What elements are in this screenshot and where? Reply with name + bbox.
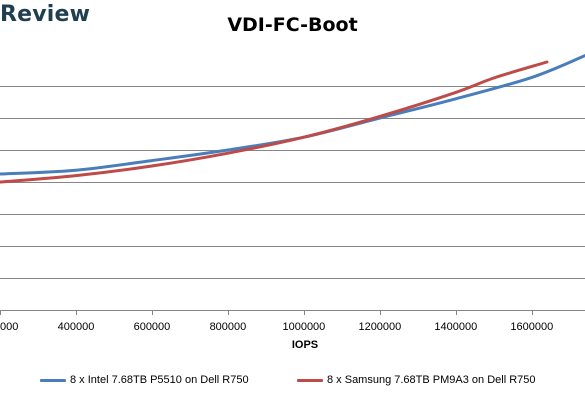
legend-item-intel: 8 x Intel 7.68TB P5510 on Dell R750 xyxy=(40,374,249,386)
x-tick-label-7: 1600000 xyxy=(510,321,553,333)
x-tick-label-6: 1400000 xyxy=(434,321,477,333)
x-tick-label-1: 400000 xyxy=(58,321,95,333)
legend-swatch-intel xyxy=(40,378,66,382)
x-axis-title: IOPS xyxy=(292,339,318,351)
legend-item-samsung: 8 x Samsung 7.68TB PM9A3 on Dell R750 xyxy=(297,374,536,386)
x-tick-label-2: 600000 xyxy=(134,321,171,333)
legend-swatch-samsung xyxy=(297,378,323,382)
series-line-0 xyxy=(0,54,585,176)
chart-title: VDI-FC-Boot xyxy=(227,14,358,36)
x-tick-label-4: 1000000 xyxy=(282,321,325,333)
x-tick-label-3: 800000 xyxy=(210,321,247,333)
chart-legend: 8 x Intel 7.68TB P5510 on Dell R750 8 x … xyxy=(0,374,585,392)
x-tick-label-0: 200000 xyxy=(0,321,18,333)
legend-label-intel: 8 x Intel 7.68TB P5510 on Dell R750 xyxy=(70,374,249,386)
legend-label-samsung: 8 x Samsung 7.68TB PM9A3 on Dell R750 xyxy=(327,374,536,386)
series-line-1 xyxy=(0,60,549,184)
x-tick-label-5: 1200000 xyxy=(358,321,401,333)
site-logo-text: Review xyxy=(0,2,91,27)
